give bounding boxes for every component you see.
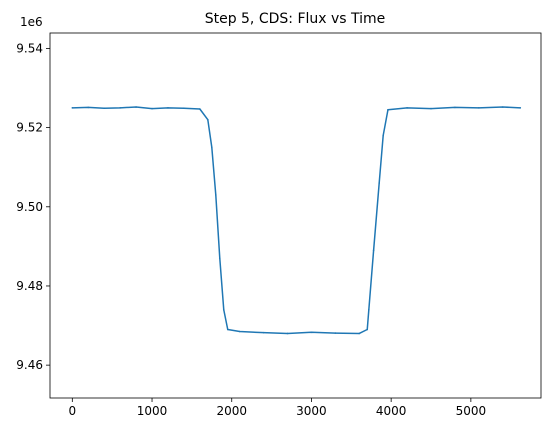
series-point	[222, 308, 225, 311]
series-point	[214, 194, 217, 196]
series-point	[519, 107, 522, 109]
series-layer	[71, 106, 522, 335]
series-point	[382, 134, 384, 137]
y-axis-offset-label: 1e6	[20, 15, 43, 29]
x-tick-label: 0	[68, 404, 76, 418]
y-tick-label: 9.48	[16, 279, 43, 293]
x-tick-label: 5000	[456, 404, 487, 418]
series-point	[406, 107, 408, 109]
series-point	[151, 107, 153, 110]
y-tick-label: 9.46	[16, 358, 43, 372]
series-point	[71, 107, 74, 109]
series-point	[372, 249, 375, 252]
series-point	[310, 331, 313, 334]
series-point	[334, 332, 337, 334]
series-point	[358, 332, 361, 335]
series-point	[226, 328, 229, 331]
series-point	[167, 107, 169, 109]
series-point	[478, 107, 480, 109]
series-point	[119, 107, 121, 109]
chart-title: Step 5, CDS: Flux vs Time	[205, 11, 386, 27]
series-point	[238, 330, 241, 333]
x-tick-label: 4000	[376, 404, 407, 418]
series-point	[387, 109, 389, 111]
axes-frame	[49, 32, 542, 399]
series-point	[135, 106, 137, 108]
series-point	[211, 146, 213, 149]
series-point	[368, 308, 370, 311]
series-point	[501, 106, 504, 108]
series-point	[430, 107, 432, 110]
series-point	[87, 106, 90, 109]
series-point	[207, 118, 209, 121]
series-point	[183, 107, 185, 110]
x-tick-label: 1000	[137, 404, 168, 418]
series-line-0	[72, 106, 521, 335]
x-tick-label: 3000	[296, 404, 327, 418]
series-point	[199, 108, 201, 110]
series-point	[378, 182, 380, 184]
x-tick-label: 2000	[216, 404, 247, 418]
series-point	[454, 106, 456, 109]
series-point	[366, 328, 369, 331]
series-point	[218, 257, 221, 260]
y-tick-label: 9.54	[16, 41, 43, 55]
series-point	[103, 107, 105, 110]
series-point	[286, 332, 289, 335]
series-point	[262, 331, 265, 334]
y-tick-label: 9.50	[16, 200, 43, 214]
axes-layer: 0 1000 2000 3000 4000 5000 9.46 9.48 9.50 9.52 9.5…	[16, 32, 542, 418]
y-tick-label: 9.52	[16, 121, 43, 135]
